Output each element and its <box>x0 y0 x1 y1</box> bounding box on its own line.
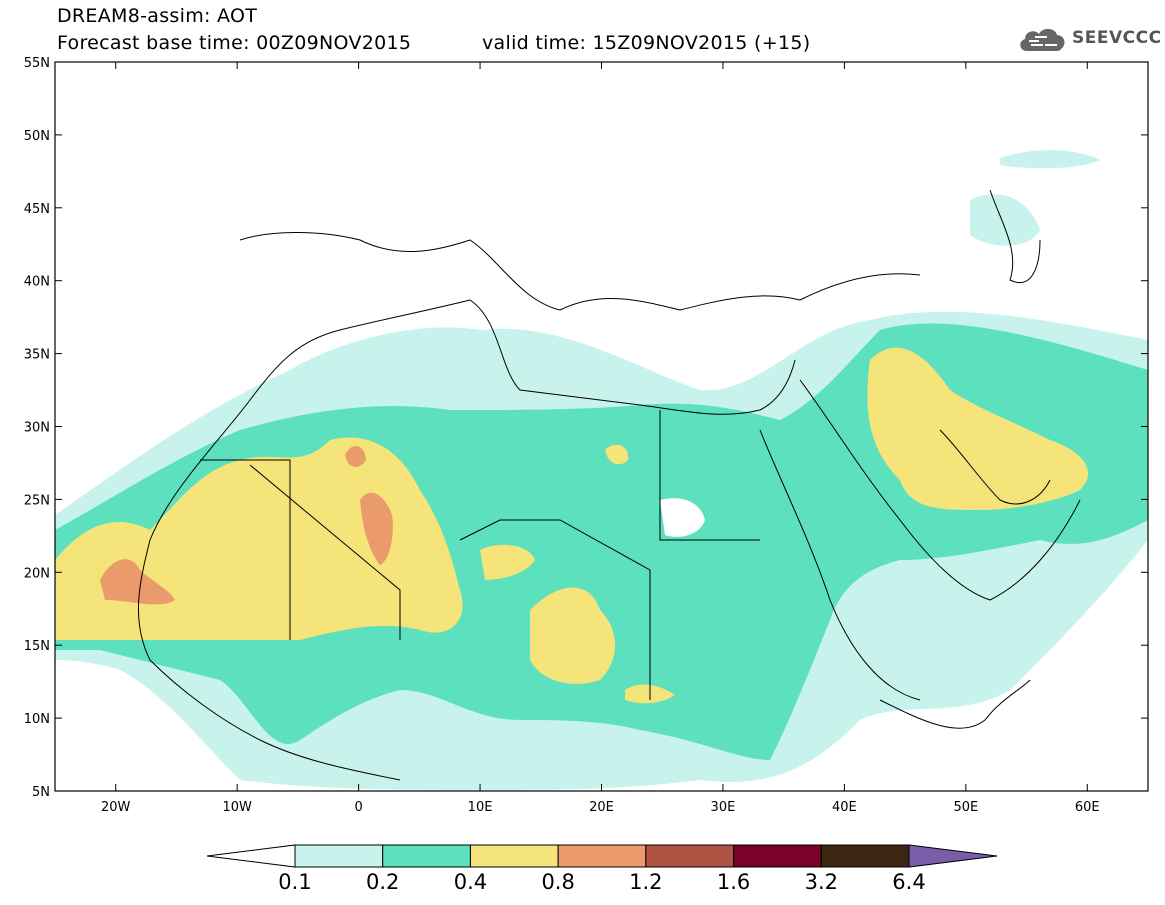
lon-label: 10E <box>468 800 493 815</box>
colorbar-swatch <box>469 844 559 868</box>
lat-label: 25N <box>24 493 50 508</box>
north-africa-coast <box>149 299 796 541</box>
lon-label: 20E <box>589 800 614 815</box>
lat-label: 55N <box>24 56 50 71</box>
aot-band-0.1 <box>970 194 1040 246</box>
aot-band-0.4 <box>605 444 629 465</box>
arabia-coast <box>799 379 1081 601</box>
lat-label: 45N <box>24 202 50 217</box>
colorbar-swatch <box>733 844 822 868</box>
colorbar-level-label: 3.2 <box>804 870 838 894</box>
colorbar-level-label: 0.2 <box>366 870 400 894</box>
colorbar-level-label: 0.1 <box>278 870 312 894</box>
colorbar-level-label: 1.6 <box>716 870 751 894</box>
colorbar-max-arrow <box>908 844 998 868</box>
aot-clear-area <box>660 498 705 537</box>
lon-label: 60E <box>1075 800 1100 815</box>
lon-label: 10W <box>222 800 252 815</box>
aot-band-0.1 <box>1000 150 1100 169</box>
title-line-1: DREAM8-assim: AOT <box>57 5 258 27</box>
logo-text: SEEVCCC <box>1072 28 1162 48</box>
valid-time: valid time: 15Z09NOV2015 (+15) <box>482 32 811 54</box>
seevccc-logo: SEEVCCC <box>1017 22 1161 58</box>
gulf-coast <box>939 429 1051 505</box>
map-boundaries <box>137 189 1081 781</box>
lon-label: 40E <box>832 800 857 815</box>
red-sea-coast <box>759 429 921 701</box>
colorbar-level-label: 0.4 <box>453 870 488 894</box>
colorbar-level-label: 0.8 <box>541 870 575 894</box>
colorbar-swatch <box>645 844 735 868</box>
lat-label: 35N <box>24 348 50 363</box>
lon-label: 20W <box>101 800 131 815</box>
aot-band-0.4 <box>55 437 463 640</box>
lat-label: 5N <box>32 785 50 800</box>
sahara-borders <box>200 410 760 700</box>
aot-band-0.8 <box>100 559 175 605</box>
forecast-base-time: Forecast base time: 00Z09NOV2015 <box>57 32 412 54</box>
europe-coast <box>239 232 921 311</box>
lon-label: 0 <box>354 800 362 815</box>
aot-band-0.8 <box>360 492 393 565</box>
colorbar <box>206 844 998 868</box>
lat-label: 20N <box>24 566 50 581</box>
colorbar-swatch <box>557 844 647 868</box>
colorbar-swatch <box>294 844 384 868</box>
aot-band-0.8 <box>345 445 366 467</box>
colorbar-swatch <box>820 844 910 868</box>
lon-label: 50E <box>953 800 978 815</box>
aot-field <box>55 150 1148 790</box>
longitude-axis: 20W 10W 0 10E 20E 30E 40E 50E 60E <box>101 62 1100 815</box>
west-africa-coast <box>137 539 401 781</box>
lon-label: 30E <box>711 800 736 815</box>
east-africa-coast <box>879 679 1031 729</box>
lat-label: 50N <box>24 129 50 144</box>
colorbar-level-label: 6.4 <box>892 870 926 894</box>
colorbar-level-label: 1.2 <box>629 870 663 894</box>
aot-band-0.4 <box>867 347 1089 510</box>
lat-label: 40N <box>24 275 50 290</box>
latitude-axis: 55N 50N 45N 40N 35N 30N 25N 20N 15N 10N 5N <box>24 56 1148 800</box>
caspian-coast <box>989 189 1041 283</box>
cloud-icon <box>1020 28 1065 51</box>
aot-band-0.4 <box>530 587 615 684</box>
lat-label: 15N <box>24 639 50 654</box>
aot-band-0.4 <box>480 544 535 580</box>
colorbar-swatch <box>382 844 471 868</box>
colorbar-min-arrow <box>206 844 296 868</box>
lat-label: 30N <box>24 421 50 436</box>
lat-label: 10N <box>24 712 50 727</box>
